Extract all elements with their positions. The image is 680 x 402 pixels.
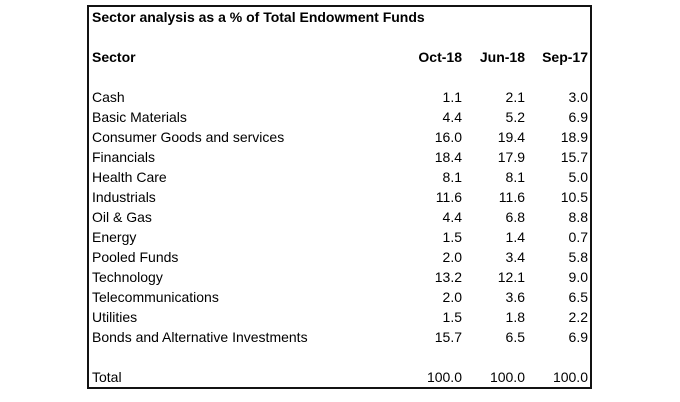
oct18-value-cell: 18.4 <box>434 149 462 165</box>
jun18-value-cell: 8.1 <box>505 169 525 185</box>
oct18-value-cell: 4.4 <box>442 109 462 125</box>
table-row: Telecommunications 2.0 3.6 6.5 <box>89 287 590 307</box>
table-row: Consumer Goods and services 16.0 19.4 18… <box>89 127 590 147</box>
oct18-value-cell: 16.0 <box>434 129 462 145</box>
total-label: Total <box>92 369 122 385</box>
column-header-oct18: Oct-18 <box>418 49 462 65</box>
table-row: Cash 1.1 2.1 3.0 <box>89 87 590 107</box>
jun18-value-cell: 1.4 <box>505 229 525 245</box>
sector-name-cell: Basic Materials <box>92 109 187 125</box>
jun18-value-cell: 12.1 <box>497 269 525 285</box>
oct18-value-cell: 2.0 <box>442 249 462 265</box>
sector-name-cell: Pooled Funds <box>92 249 179 265</box>
sector-name-cell: Energy <box>92 229 137 245</box>
oct18-value-cell: 11.6 <box>435 189 462 205</box>
column-header-sep17: Sep-17 <box>542 49 588 65</box>
oct18-value-cell: 1.5 <box>442 229 462 245</box>
total-value-jun18: 100.0 <box>489 369 525 385</box>
table-row: Utilities 1.5 1.8 2.2 <box>89 307 590 327</box>
oct18-value-cell: 1.1 <box>442 89 462 105</box>
spacer-row <box>89 67 590 87</box>
sector-name-cell: Cash <box>92 89 125 105</box>
total-row: Total 100.0 100.0 100.0 <box>89 367 590 387</box>
jun18-value-cell: 5.2 <box>505 109 525 125</box>
table-row: Industrials 11.6 11.6 10.5 <box>89 187 590 207</box>
sep17-value-cell: 15.7 <box>560 149 588 165</box>
table-row: Basic Materials 4.4 5.2 6.9 <box>89 107 590 127</box>
sep17-value-cell: 6.9 <box>568 329 588 345</box>
sector-name-cell: Utilities <box>92 309 138 325</box>
jun18-value-cell: 17.9 <box>497 149 525 165</box>
sep17-value-cell: 9.0 <box>568 269 588 285</box>
oct18-value-cell: 15.7 <box>434 329 462 345</box>
oct18-value-cell: 1.5 <box>442 309 462 325</box>
sep17-value-cell: 2.2 <box>568 309 588 325</box>
jun18-value-cell: 3.4 <box>505 249 525 265</box>
spacer-row <box>89 27 590 47</box>
jun18-value-cell: 19.4 <box>497 129 525 145</box>
sep17-value-cell: 3.0 <box>568 89 588 105</box>
oct18-value-cell: 4.4 <box>442 209 462 225</box>
jun18-value-cell: 6.8 <box>505 209 525 225</box>
table-row: Energy 1.5 1.4 0.7 <box>89 227 590 247</box>
oct18-value-cell: 2.0 <box>442 289 462 305</box>
table-row: Technology 13.2 12.1 9.0 <box>89 267 590 287</box>
table-title: Sector analysis as a % of Total Endowmen… <box>92 9 425 25</box>
sep17-value-cell: 6.5 <box>568 289 588 305</box>
table-header-row: Sector Oct-18 Jun-18 Sep-17 <box>89 47 590 67</box>
column-header-jun18: Jun-18 <box>479 49 525 65</box>
sep17-value-cell: 18.9 <box>560 129 588 145</box>
sector-name-cell: Technology <box>92 269 163 285</box>
table-row: Financials 18.4 17.9 15.7 <box>89 147 590 167</box>
total-value-sep17: 100.0 <box>552 369 588 385</box>
sep17-value-cell: 0.7 <box>568 229 588 245</box>
sector-name-cell: Consumer Goods and services <box>92 129 285 145</box>
sector-name-cell: Telecommunications <box>92 289 219 305</box>
table-row: Pooled Funds 2.0 3.4 5.8 <box>89 247 590 267</box>
sector-name-cell: Health Care <box>92 169 167 185</box>
spacer-row <box>89 347 590 367</box>
oct18-value-cell: 8.1 <box>442 169 462 185</box>
jun18-value-cell: 2.1 <box>505 89 525 105</box>
sep17-value-cell: 10.5 <box>560 189 588 205</box>
table-row: Health Care 8.1 8.1 5.0 <box>89 167 590 187</box>
column-header-sector: Sector <box>92 49 136 65</box>
jun18-value-cell: 1.8 <box>505 309 525 325</box>
sector-analysis-table: Sector analysis as a % of Total Endowmen… <box>87 5 592 389</box>
sep17-value-cell: 5.8 <box>568 249 588 265</box>
sector-name-cell: Financials <box>92 149 156 165</box>
table-body: Cash 1.1 2.1 3.0 Basic Materials 4.4 5.2… <box>89 87 590 347</box>
jun18-value-cell: 6.5 <box>505 329 525 345</box>
jun18-value-cell: 11.6 <box>498 189 525 205</box>
total-value-oct18: 100.0 <box>426 369 462 385</box>
jun18-value-cell: 3.6 <box>505 289 525 305</box>
sector-name-cell: Bonds and Alternative Investments <box>92 329 308 345</box>
oct18-value-cell: 13.2 <box>434 269 462 285</box>
sector-name-cell: Oil & Gas <box>92 209 152 225</box>
table-row: Oil & Gas 4.4 6.8 8.8 <box>89 207 590 227</box>
sep17-value-cell: 5.0 <box>568 169 588 185</box>
sep17-value-cell: 8.8 <box>568 209 588 225</box>
sector-name-cell: Industrials <box>92 189 156 205</box>
sep17-value-cell: 6.9 <box>568 109 588 125</box>
table-title-row: Sector analysis as a % of Total Endowmen… <box>89 7 590 27</box>
table-row: Bonds and Alternative Investments 15.7 6… <box>89 327 590 347</box>
